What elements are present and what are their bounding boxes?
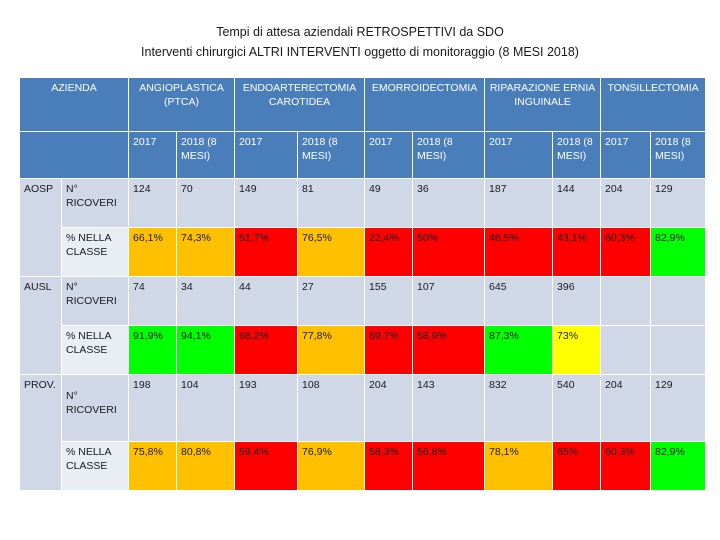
- table-cell: 107: [412, 276, 486, 326]
- title-line-1: Tempi di attesa aziendali RETROSPETTIVI …: [216, 25, 504, 39]
- table-cell: 76,9%: [297, 441, 366, 491]
- table-row: AUSL N° RICOVERI 74 34 44 27 155 107 645…: [19, 276, 707, 375]
- table-cell: 46,5%: [484, 227, 554, 277]
- table-cell: 44: [234, 276, 299, 326]
- table-cell: 69,7%: [364, 325, 414, 375]
- title-line-2: Interventi chirurgici ALTRI INTERVENTI o…: [141, 45, 579, 59]
- table-cell: 155: [364, 276, 414, 326]
- row-label: % NELLA CLASSE: [60, 227, 130, 277]
- header-group-endoarterectomia: ENDOARTERECTOMIA CAROTIDEA: [234, 77, 366, 132]
- table-cell: 74,3%: [176, 227, 236, 277]
- table-cell-empty: [600, 276, 652, 326]
- table-cell: 58,9%: [412, 325, 486, 375]
- table-cell: 87,3%: [484, 325, 554, 375]
- table-cell: 60,3%: [600, 441, 652, 491]
- table-cell: 832: [484, 374, 554, 442]
- table-cell: 82,9%: [650, 441, 707, 491]
- header-group-ernia: RIPARAZIONE ERNIA INGUINALE: [484, 77, 602, 132]
- table-cell: 94,1%: [176, 325, 236, 375]
- table-cell: 76,5%: [297, 227, 366, 277]
- entity-aosp: AOSP: [19, 178, 62, 277]
- table-cell: 75,8%: [128, 441, 178, 491]
- table-cell: 50%: [412, 227, 486, 277]
- table-cell: 27: [297, 276, 366, 326]
- table-cell: 70: [176, 178, 236, 228]
- table-cell: 129: [650, 374, 707, 442]
- table-cell: 73%: [552, 325, 602, 375]
- table-cell: 82,9%: [650, 227, 707, 277]
- table-cell: 396: [552, 276, 602, 326]
- table-cell: 91,9%: [128, 325, 178, 375]
- entity-prov: PROV.: [19, 374, 62, 491]
- row-label: N° RICOVERI: [60, 178, 130, 228]
- row-label: % NELLA CLASSE: [60, 441, 130, 491]
- table-cell: 124: [128, 178, 178, 228]
- header-group-tonsillectomia: TONSILLECTOMIA: [600, 77, 707, 132]
- table-cell: 645: [484, 276, 554, 326]
- table-cell: 49: [364, 178, 414, 228]
- table-row: % NELLA CLASSE 75,8% 80,8% 59,4% 76,9% 5…: [20, 441, 707, 491]
- table-cell: 204: [600, 374, 652, 442]
- table-cell: 104: [176, 374, 236, 442]
- table-cell-empty: [650, 276, 707, 326]
- table-cell: 187: [484, 178, 554, 228]
- table-cell: 149: [234, 178, 299, 228]
- page-title: Tempi di attesa aziendali RETROSPETTIVI …: [0, 22, 720, 62]
- table-cell: 56,8%: [412, 441, 486, 491]
- table-cell: 51,7%: [234, 227, 299, 277]
- table-cell: 143: [412, 374, 486, 442]
- header-year: 2018 (8 MESI): [650, 131, 707, 179]
- table-cell: 65%: [552, 441, 602, 491]
- table-cell: 81: [297, 178, 366, 228]
- table-cell: 60,3%: [600, 227, 652, 277]
- table-row: % NELLA CLASSE 66,1% 74,3% 51,7% 76,5% 2…: [20, 227, 707, 277]
- table-row: PROV. N° RICOVERI 198 104 193 108 204 14…: [19, 374, 707, 491]
- header-blank: [18, 131, 130, 179]
- header-year: 2017: [364, 131, 414, 179]
- table-cell: 129: [650, 178, 707, 228]
- table-cell: 66,1%: [128, 227, 178, 277]
- table-cell: 43,1%: [552, 227, 602, 277]
- table-cell-empty: [600, 325, 652, 375]
- entity-ausl: AUSL: [19, 276, 62, 375]
- header-year: 2018 (8 MESI): [176, 131, 236, 179]
- table-row: % NELLA CLASSE 91,9% 94,1% 68,2% 77,8% 6…: [20, 325, 707, 375]
- table-row: AOSP N° RICOVERI 124 70 149 81 49 36 187…: [19, 178, 707, 277]
- header-year: 2018 (8 MESI): [297, 131, 366, 179]
- waiting-times-table: AZIENDA ANGIOPLASTICA (PTCA) ENDOARTEREC…: [18, 77, 707, 491]
- header-row-groups: AZIENDA ANGIOPLASTICA (PTCA) ENDOARTEREC…: [18, 77, 707, 132]
- header-row-years: 2017 2018 (8 MESI) 2017 2018 (8 MESI) 20…: [18, 131, 707, 179]
- table-cell: 78,1%: [484, 441, 554, 491]
- header-year: 2018 (8 MESI): [552, 131, 602, 179]
- header-year: 2017: [234, 131, 299, 179]
- header-year: 2017: [128, 131, 178, 179]
- row-label: N° RICOVERI: [60, 374, 130, 442]
- row-label: % NELLA CLASSE: [60, 325, 130, 375]
- table-cell: 77,8%: [297, 325, 366, 375]
- table-cell-empty: [650, 325, 707, 375]
- table-cell: 59,4%: [234, 441, 299, 491]
- header-azienda: AZIENDA: [18, 77, 130, 132]
- table-cell: 68,2%: [234, 325, 299, 375]
- table-cell: 80,8%: [176, 441, 236, 491]
- table-cell: 144: [552, 178, 602, 228]
- header-group-ptca: ANGIOPLASTICA (PTCA): [128, 77, 236, 132]
- row-label: N° RICOVERI: [60, 276, 130, 326]
- header-year: 2017: [484, 131, 554, 179]
- table-cell: 193: [234, 374, 299, 442]
- header-year: 2017: [600, 131, 652, 179]
- table-cell: 108: [297, 374, 366, 442]
- table-cell: 34: [176, 276, 236, 326]
- table-cell: 74: [128, 276, 178, 326]
- table-cell: 540: [552, 374, 602, 442]
- table-cell: 58,3%: [364, 441, 414, 491]
- table-cell: 204: [600, 178, 652, 228]
- table-cell: 204: [364, 374, 414, 442]
- header-year: 2018 (8 MESI): [412, 131, 486, 179]
- table-cell: 22,4%: [364, 227, 414, 277]
- table-cell: 36: [412, 178, 486, 228]
- header-group-emorroidectomia: EMORROIDECTOMIA: [364, 77, 486, 132]
- table-cell: 198: [128, 374, 178, 442]
